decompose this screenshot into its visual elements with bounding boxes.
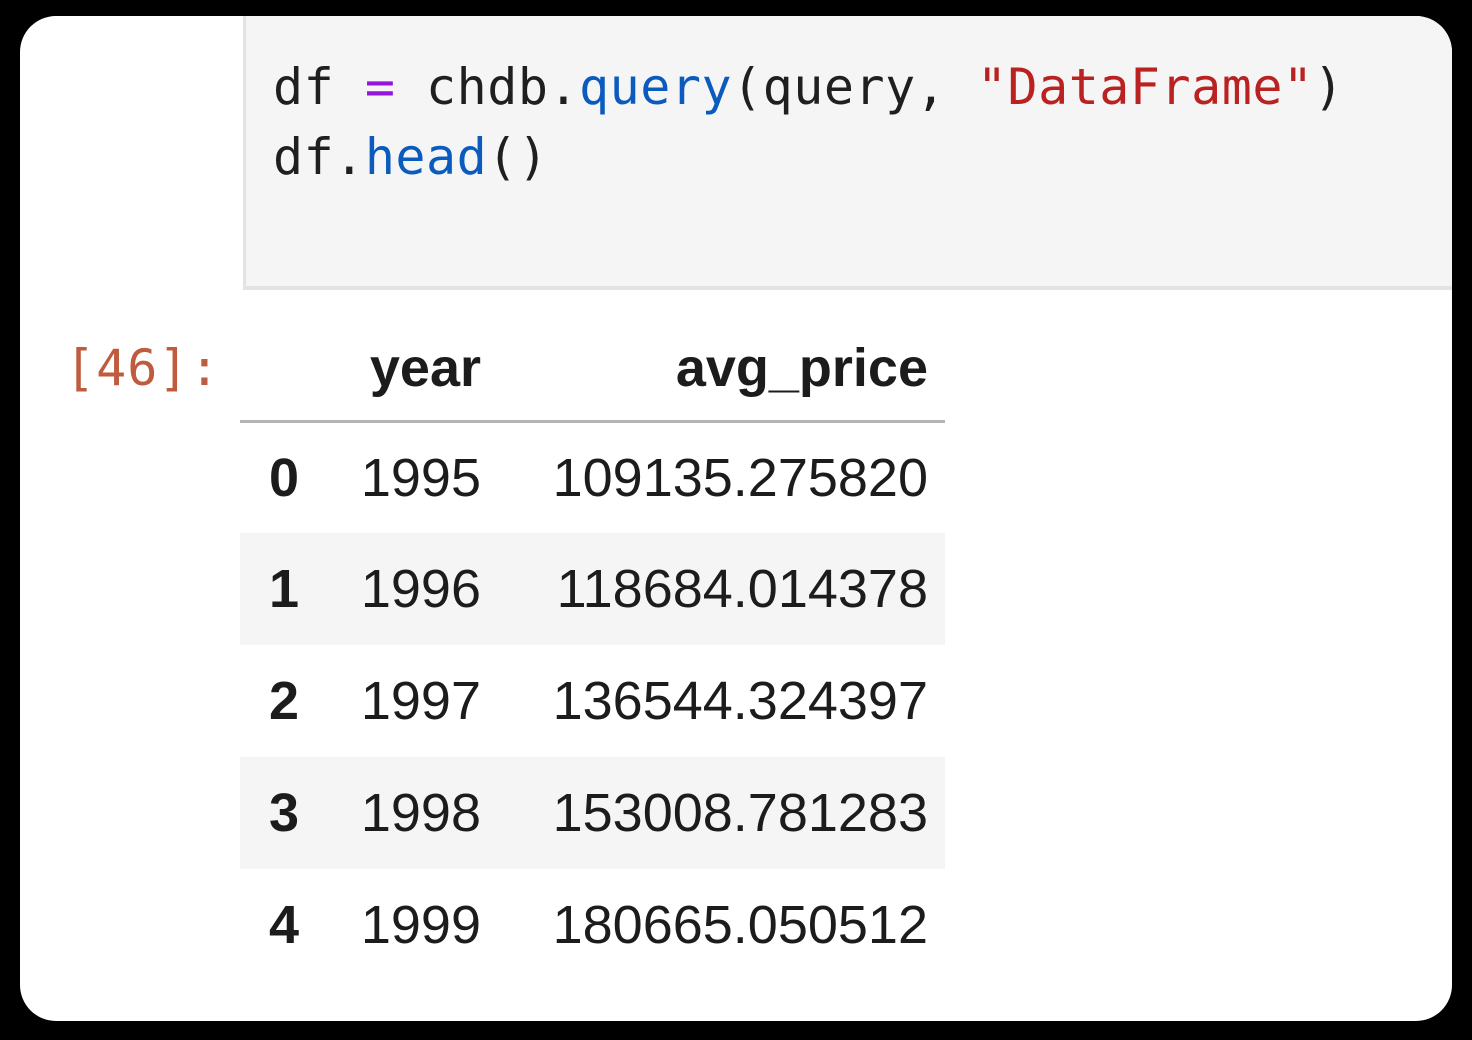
row-index-cell: 0: [268, 447, 299, 508]
code-token-function: head: [364, 128, 488, 186]
table-row: 4 1999 180665.050512: [240, 869, 945, 981]
table-row: 3 1998 153008.781283: [240, 757, 945, 869]
code-line: df.head(): [273, 128, 548, 186]
avg-price-cell: 109135.275820: [552, 447, 928, 508]
code-token-string: "DataFrame": [976, 58, 1314, 116]
year-column-header: year: [302, 316, 485, 423]
code-line: df = chdb.query(query, "DataFrame"): [273, 58, 1344, 116]
avg-price-column-header: avg_price: [485, 316, 945, 423]
table-row: 0 1995 109135.275820: [240, 421, 945, 533]
code-token-plain: df: [273, 58, 365, 116]
code-token-plain: (): [487, 128, 549, 186]
year-cell: 1999: [360, 895, 481, 955]
row-index-cell: 3: [268, 783, 299, 843]
header-row: year avg_price: [240, 316, 945, 423]
avg-price-cell: 180665.050512: [552, 895, 928, 955]
notebook-card: df = chdb.query(query, "DataFrame") df.h…: [20, 16, 1452, 1021]
code-token-plain: ): [1313, 58, 1345, 116]
year-cell: 1996: [360, 559, 481, 619]
code-token-plain: (query,: [732, 58, 977, 116]
code-token-operator: =: [364, 58, 396, 116]
code-token-plain: df.: [273, 128, 365, 186]
year-cell: 1998: [360, 783, 481, 843]
code-token-plain: chdb.: [395, 58, 580, 116]
year-cell: 1995: [360, 447, 481, 508]
dataframe-table: year avg_price 0 1995 109135.275820 1 1996 11…: [240, 316, 945, 981]
code-editor[interactable]: df = chdb.query(query, "DataFrame") df.h…: [273, 52, 1452, 192]
table-row: 1 1996 118684.014378: [240, 533, 945, 645]
avg-price-cell: 118684.014378: [556, 559, 928, 619]
dataframe-table-header: year avg_price: [240, 316, 945, 423]
avg-price-cell: 153008.781283: [552, 783, 928, 843]
row-index-cell: 2: [268, 671, 299, 731]
table-row: 2 1997 136544.324397: [240, 645, 945, 757]
avg-price-cell: 136544.324397: [552, 671, 928, 731]
index-column-header: [240, 316, 302, 423]
dataframe-table-body: 0 1995 109135.275820 1 1996 118684.014378 2 199…: [240, 421, 945, 981]
year-cell: 1997: [360, 671, 481, 731]
code-cell[interactable]: df = chdb.query(query, "DataFrame") df.h…: [243, 16, 1452, 290]
execution-count-prompt: [46]:: [65, 339, 221, 397]
row-index-cell: 4: [268, 895, 299, 955]
code-token-function: query: [579, 58, 733, 116]
row-index-cell: 1: [268, 559, 299, 619]
